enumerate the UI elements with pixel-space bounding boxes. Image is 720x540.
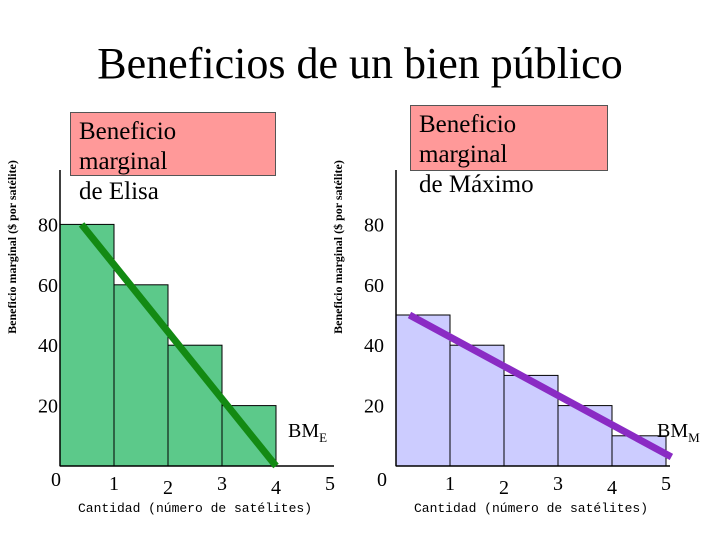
y-axis-label-elisa: Beneficio marginal ($ por satélite) (5, 160, 19, 334)
x-tick-elisa-0: 0 (51, 469, 61, 491)
mb-label-elisa: BME (288, 420, 327, 445)
x-tick-maximo-1: 1 (445, 473, 455, 495)
x-tick-elisa-2: 2 (163, 477, 173, 499)
page-title: Beneficios de un bien público (97, 39, 623, 88)
bar-maximo-1 (395, 314, 451, 467)
mb-label-maximo-sub: M (688, 430, 700, 445)
x-tick-elisa-3: 3 (217, 473, 227, 495)
y-tick-maximo-20: 20 (364, 396, 384, 418)
bar-elisa-2 (113, 284, 169, 467)
bar-elisa-1 (59, 223, 115, 467)
y-tick-maximo-60: 60 (364, 275, 384, 297)
bar-maximo-4 (557, 405, 613, 467)
y-tick-elisa-60: 60 (38, 275, 58, 297)
y-tick-elisa-40: 40 (38, 335, 58, 357)
y-tick-maximo-80: 80 (364, 214, 384, 236)
x-tick-elisa-1: 1 (109, 473, 119, 495)
x-axis-label-elisa: Cantidad (número de satélites) (78, 501, 312, 516)
mb-label-elisa-sub: E (319, 430, 327, 445)
y-tick-elisa-20: 20 (38, 396, 58, 418)
callout-maximo: Beneficio marginal de Máximo (410, 105, 608, 198)
callout-elisa-line-1: Beneficio marginal (79, 118, 177, 175)
y-tick-elisa-80: 80 (38, 214, 58, 236)
x-tick-maximo-0: 0 (377, 469, 387, 491)
x-tick-elisa-5: 5 (325, 473, 335, 495)
x-tick-maximo-3: 3 (553, 473, 563, 495)
x-tick-maximo-2: 2 (499, 477, 509, 499)
y-tick-maximo-40: 40 (364, 335, 384, 357)
y-axis-label-maximo: Beneficio marginal ($ por satélite) (331, 160, 345, 334)
x-tick-maximo-4: 4 (607, 477, 617, 499)
mb-label-maximo-main: BM (657, 420, 688, 442)
mb-line-elisa (78, 222, 279, 469)
callout-maximo-line-1: Beneficio marginal (419, 111, 517, 168)
mb-label-elisa-main: BM (288, 420, 319, 442)
mb-line-maximo (407, 311, 674, 461)
x-tick-maximo-5: 5 (661, 473, 671, 495)
x-tick-elisa-4: 4 (271, 477, 281, 499)
callout-maximo-line-2: de Máximo (419, 171, 534, 198)
x-axis-label-maximo: Cantidad (número de satélites) (414, 501, 648, 516)
mb-label-maximo: BMM (657, 420, 700, 445)
callout-elisa-line-2: de Elisa (79, 178, 159, 205)
callout-elisa: Beneficio marginal de Elisa (70, 112, 276, 205)
